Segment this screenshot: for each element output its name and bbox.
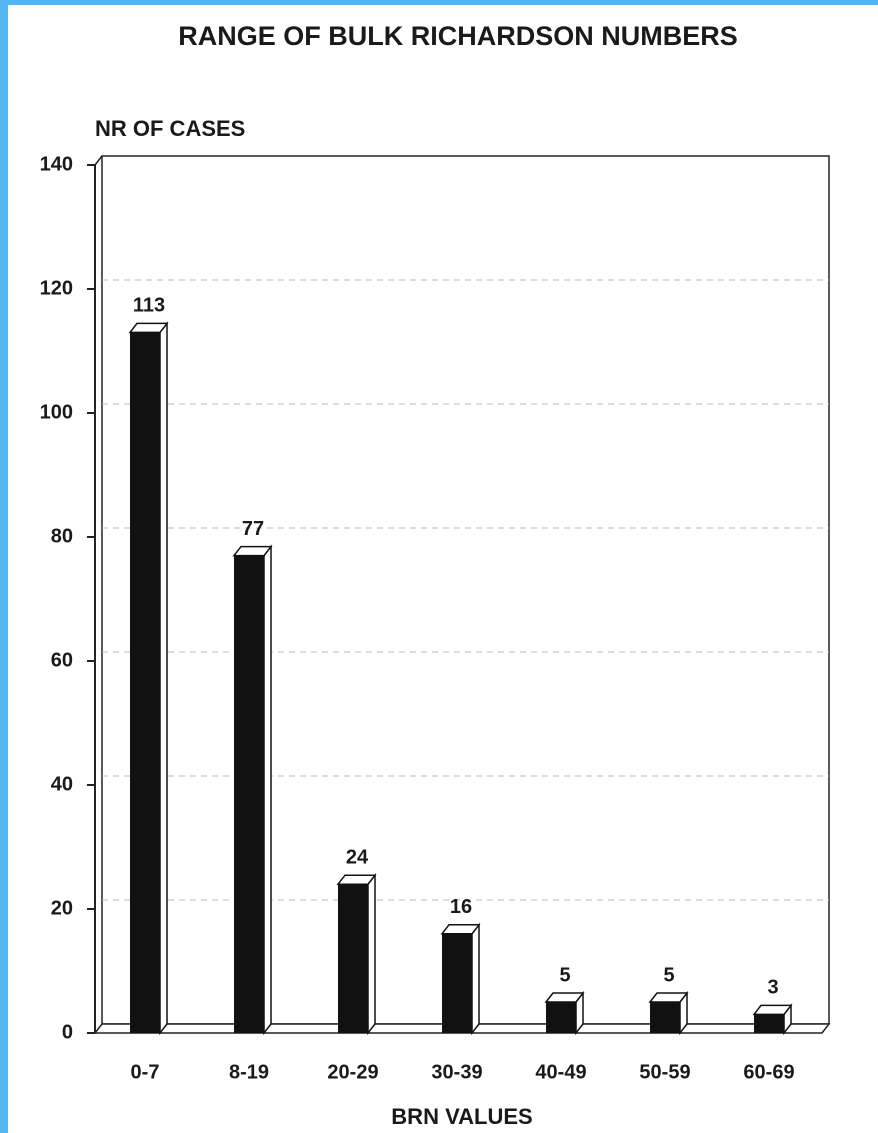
bar-top [752,1004,793,1016]
y-tick-label: 60 [51,649,73,671]
y-tick-label: 20 [51,897,73,919]
y-tick-label: 140 [40,153,73,175]
x-tick-label: 0-7 [131,1061,160,1083]
y-tick-label: 40 [51,773,73,795]
frame-top [0,0,878,5]
bar [234,555,264,1033]
x-tick-label: 60-69 [743,1061,794,1083]
value-label: 5 [663,964,674,986]
bar-top [544,992,585,1003]
frame-left [0,0,8,1133]
x-axis-label: BRN VALUES [391,1104,532,1129]
y-tick-label: 100 [40,401,73,423]
bar-top [440,924,481,935]
x-tick-label: 8-19 [229,1061,269,1083]
bar-side [367,873,376,1036]
bar-top [128,322,169,334]
y-tick-label: 0 [62,1021,73,1043]
bar [442,933,472,1033]
bar [338,884,368,1033]
bar [650,1002,680,1033]
bar [754,1014,784,1033]
bar [546,1002,576,1033]
value-label: 113 [133,295,165,317]
value-label: 3 [767,977,778,999]
x-tick-label: 20-29 [327,1061,378,1083]
value-label: 16 [450,896,472,918]
value-label: 24 [346,846,369,868]
x-tick-label: 50-59 [639,1061,690,1083]
bar-top [648,992,689,1003]
bar-side [263,544,272,1036]
y-axis-label: NR OF CASES [95,116,245,141]
y-axis-join [94,155,103,166]
bar [130,332,160,1033]
value-label: 77 [242,518,264,540]
value-label: 5 [559,964,570,986]
bar-top [336,874,377,885]
y-tick-label: 120 [40,277,73,299]
x-tick-label: 30-39 [431,1061,482,1083]
chart-title: RANGE OF BULK RICHARDSON NUMBERS [178,21,738,51]
bar-top [232,545,273,557]
x-tick-label: 40-49 [535,1061,586,1083]
y-tick-label: 80 [51,525,73,547]
bar-side [471,922,480,1036]
bar-side [159,321,168,1036]
